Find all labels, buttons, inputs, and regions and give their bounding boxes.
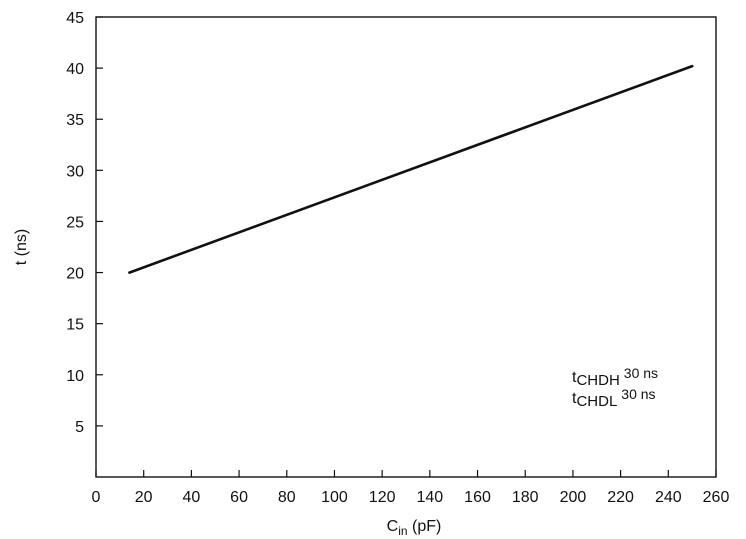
- x-tick-label: 60: [230, 489, 248, 506]
- x-tick-label: 160: [464, 489, 491, 506]
- y-axis-ticks: 5 10 15 20 25 30 35 40 45: [66, 10, 103, 436]
- annotation-tchdh-sup: 30 ns: [624, 365, 658, 381]
- y-tick-label: 35: [66, 112, 84, 129]
- x-axis-title-unit: (pF): [408, 518, 442, 535]
- x-axis-title: Cin (pF): [387, 518, 442, 538]
- annotation-tchdh-main: t: [572, 369, 577, 386]
- series-line-0: [128, 64, 694, 274]
- series-group: [128, 64, 694, 274]
- x-tick-label: 120: [369, 489, 396, 506]
- x-axis-ticks: 0 20 40 60 80 100 120 140 160 180 200 220 240 260: [92, 470, 730, 506]
- x-tick-label: 20: [135, 489, 153, 506]
- y-tick-label: 40: [66, 61, 84, 78]
- y-tick-label: 45: [66, 10, 84, 27]
- y-tick-label: 5: [75, 419, 84, 436]
- x-tick-label: 100: [321, 489, 348, 506]
- x-axis-title-main: C: [387, 518, 399, 535]
- x-tick-label: 140: [416, 489, 443, 506]
- x-tick-label: 200: [560, 489, 587, 506]
- y-tick-label: 10: [66, 368, 84, 385]
- annotation-tchdl-main: t: [572, 390, 577, 407]
- annotation-tchdl-sub: CHDL: [576, 393, 617, 410]
- y-tick-label: 20: [66, 266, 84, 283]
- y-tick-label: 15: [66, 317, 84, 334]
- x-tick-label: 0: [92, 489, 101, 506]
- annotation-tchdh-sub: CHDH: [576, 372, 619, 389]
- x-tick-label: 260: [703, 489, 730, 506]
- plot-frame: [95, 16, 717, 478]
- x-tick-label: 40: [182, 489, 200, 506]
- y-tick-label: 30: [66, 163, 84, 180]
- x-axis-title-sub: in: [398, 524, 407, 538]
- x-tick-label: 80: [278, 489, 296, 506]
- annotation-tchdl-sup: 30 ns: [621, 386, 655, 402]
- x-tick-label: 220: [607, 489, 634, 506]
- x-tick-label: 180: [512, 489, 539, 506]
- y-tick-label: 25: [66, 214, 84, 231]
- y-axis-title: t (ns): [13, 229, 30, 265]
- x-tick-label: 240: [655, 489, 682, 506]
- annotation-tchdh: tCHDH 30 ns: [572, 365, 658, 389]
- annotation-tchdl: tCHDL 30 ns: [572, 386, 656, 410]
